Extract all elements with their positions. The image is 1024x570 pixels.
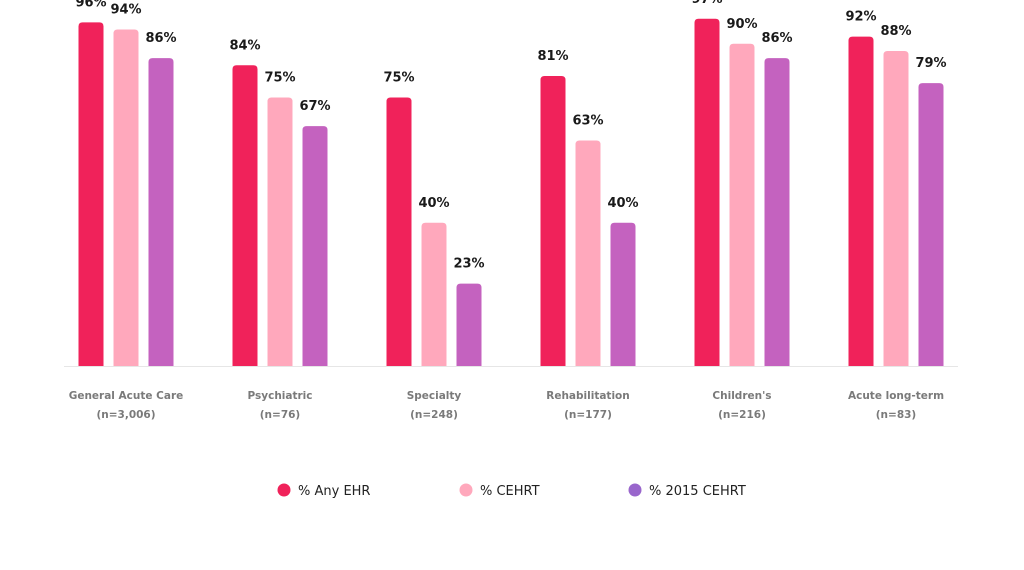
legend-item-3: % 2015 CEHRT	[628, 483, 746, 499]
legend-item-2: % CEHRT	[459, 483, 540, 499]
value-label: 75%	[383, 71, 414, 86]
bar-1-3	[386, 97, 412, 366]
legend-label: % Any EHR	[298, 484, 370, 499]
value-label: 88%	[880, 24, 911, 39]
legend-marker	[277, 483, 291, 497]
category-sample-size: (n=248)	[410, 409, 458, 421]
category-label: Rehabilitation	[546, 390, 630, 402]
category-sample-size: (n=76)	[260, 409, 300, 421]
value-label: 23%	[453, 257, 484, 272]
bars-group	[78, 18, 944, 367]
value-label: 86%	[761, 31, 792, 46]
value-label: 94%	[110, 2, 141, 17]
category-label: Psychiatric	[247, 390, 312, 402]
bar-2-5	[729, 43, 755, 367]
legend-marker	[459, 483, 473, 497]
bar-1-6	[848, 36, 874, 366]
value-label: 97%	[691, 0, 722, 7]
bar-2-2	[267, 97, 293, 366]
value-label: 86%	[145, 31, 176, 46]
value-label: 40%	[418, 196, 449, 211]
category-sample-size: (n=83)	[876, 409, 916, 421]
bar-3-5	[764, 58, 790, 367]
value-label: 40%	[607, 196, 638, 211]
bar-1-1	[78, 22, 104, 366]
legend-label: % 2015 CEHRT	[649, 484, 746, 499]
category-sample-size: (n=216)	[718, 409, 766, 421]
value-label: 92%	[845, 10, 876, 25]
value-label: 90%	[726, 17, 757, 32]
legend: % Any EHR % CEHRT % 2015 CEHRT	[277, 483, 746, 499]
bar-1-5	[694, 18, 720, 367]
bar-3-4	[610, 222, 636, 366]
value-label: 67%	[299, 99, 330, 114]
value-label: 96%	[75, 0, 106, 10]
value-label: 63%	[572, 113, 603, 128]
bar-2-4	[575, 140, 601, 366]
legend-label: % CEHRT	[480, 484, 540, 499]
value-label: 84%	[229, 38, 260, 53]
bar-3-1	[148, 58, 174, 367]
category-label: Acute long-term	[848, 390, 944, 402]
value-label: 79%	[915, 56, 946, 71]
legend-item-1: % Any EHR	[277, 483, 370, 499]
category-label: Specialty	[407, 390, 462, 402]
legend-marker	[628, 483, 642, 497]
bar-1-2	[232, 65, 258, 366]
bar-3-2	[302, 126, 328, 366]
bar-2-1	[113, 29, 139, 366]
bar-1-4	[540, 76, 566, 367]
value-labels-group: 96% 94% 86% 84% 75% 67% 75% 40% 23% 81% 63% 40% 97% 9…	[75, 0, 946, 272]
category-sample-size: (n=177)	[564, 409, 612, 421]
category-label: Children's	[712, 390, 771, 402]
category-labels-group: General Acute Care (n=3,006) Psychiatric (n…	[69, 390, 944, 421]
value-label: 81%	[537, 49, 568, 64]
bar-3-6	[918, 83, 944, 367]
bar-2-6	[883, 50, 909, 367]
category-label: General Acute Care	[69, 390, 184, 402]
bar-2-3	[421, 222, 447, 366]
value-label: 75%	[264, 71, 295, 86]
category-sample-size: (n=3,006)	[96, 409, 155, 421]
bar-3-3	[456, 283, 482, 366]
